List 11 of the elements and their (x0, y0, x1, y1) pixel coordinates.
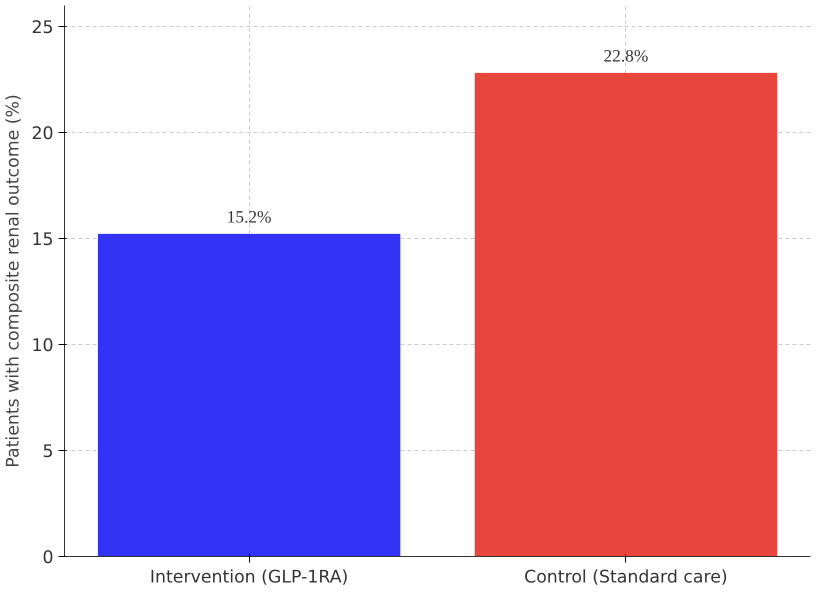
y-axis-title: Patients with composite renal outcome (%) (3, 94, 24, 468)
x-tick-label: Control (Standard care) (524, 568, 728, 588)
y-tick-label: 20 (31, 124, 54, 144)
y-tick-label: 15 (31, 230, 54, 250)
x-tick-label: Intervention (GLP-1RA) (150, 568, 348, 588)
y-tick-label: 0 (42, 548, 54, 568)
y-tick-label: 25 (31, 18, 54, 38)
data-label: 15.2% (226, 207, 272, 226)
y-tick-label: 10 (31, 336, 54, 356)
y-tick-label: 5 (42, 442, 54, 462)
data-label: 22.8% (604, 46, 648, 66)
